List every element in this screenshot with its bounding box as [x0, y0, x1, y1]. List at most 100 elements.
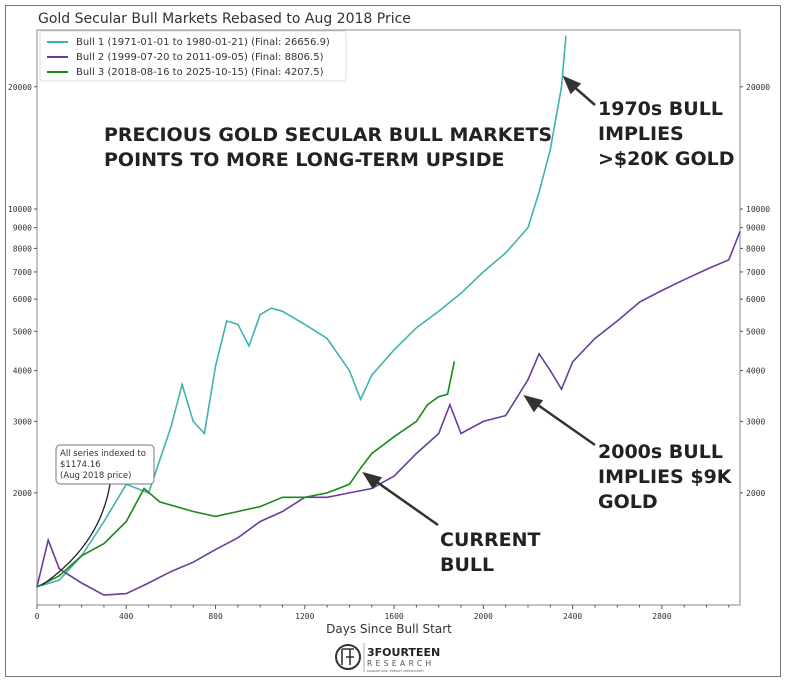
data-point-bull-1: [527, 227, 529, 229]
data-point-bull-2: [438, 432, 440, 435]
data-point-bull-2: [125, 592, 127, 595]
data-point-bull-1: [549, 149, 551, 151]
plot-area: [36, 29, 741, 606]
data-point-bull-1: [415, 327, 417, 329]
legend: Bull 1 (1971-01-01 to 1980-01-21) (Final…: [39, 30, 347, 82]
y-tick-label-right: 5000: [746, 327, 765, 336]
y-tick-label-right: 4000: [746, 367, 765, 376]
data-point-bull-3: [103, 543, 105, 545]
data-point-bull-2: [527, 379, 529, 381]
bull1-note-2: IMPLIES: [598, 123, 684, 145]
data-point-bull-2: [147, 582, 150, 584]
data-point-bull-2: [170, 570, 172, 573]
data-point-bull-1: [304, 323, 306, 325]
data-point-bull-3: [259, 506, 261, 508]
logo-name: 3FOURTEEN: [367, 646, 440, 659]
data-point-bull-3: [371, 452, 373, 455]
logo-sub: RESEARCH: [367, 659, 435, 668]
data-point-bull-2: [728, 259, 730, 261]
data-point-bull-1: [281, 310, 284, 312]
data-point-bull-1: [538, 191, 540, 193]
data-point-bull-2: [192, 561, 194, 563]
data-point-bull-2: [616, 320, 618, 322]
chart-frame: [5, 5, 781, 677]
y-tick-label-left: 7000: [13, 268, 32, 277]
y-tick-label-left: 10000: [8, 205, 32, 214]
data-point-bull-3: [214, 515, 217, 518]
bull1-note-1: 1970s BULL: [598, 98, 723, 120]
y-tick-label-right: 7000: [746, 268, 765, 277]
index-connector: [41, 483, 111, 586]
data-point-bull-2: [259, 520, 261, 523]
data-point-bull-1: [237, 323, 239, 325]
arrowhead-bull-1: [562, 75, 582, 95]
bull3-note-1: CURRENT: [440, 529, 541, 551]
data-point-bull-1: [203, 432, 205, 435]
data-point-bull-3: [237, 510, 239, 513]
logo: 3FOURTEEN RESEARCH MANAGE RISK. EXPLOIT …: [335, 643, 440, 673]
data-point-bull-1: [103, 520, 105, 523]
data-point-bull-1: [348, 370, 351, 372]
arrowhead-bull-2: [523, 394, 544, 413]
headline-line-2: POINTS TO MORE LONG-TERM UPSIDE: [104, 149, 504, 171]
bull1-note-3: >$20K GOLD: [598, 148, 735, 170]
y-tick-label-left: 5000: [13, 327, 32, 336]
x-tick-label: 400: [119, 612, 134, 621]
data-point-bull-2: [371, 487, 373, 490]
headline-line-1: PRECIOUS GOLD SECULAR BULL MARKETS: [104, 124, 552, 146]
data-point-bull-3: [36, 586, 38, 588]
data-point-bull-3: [159, 501, 161, 503]
index-box-line-3: (Aug 2018 price): [60, 471, 131, 481]
data-point-bull-1: [259, 313, 261, 316]
data-point-bull-1: [214, 365, 217, 367]
x-tick-label: 1200: [295, 612, 314, 621]
data-point-bull-3: [360, 467, 362, 469]
y-tick-label-left: 2000: [13, 489, 32, 498]
data-point-bull-3: [447, 393, 449, 395]
y-tick-label-left: 20000: [8, 83, 32, 92]
arrow-bull-2: [534, 401, 596, 447]
data-point-bull-2: [281, 510, 284, 513]
data-point-bull-1: [226, 320, 228, 322]
data-point-bull-2: [683, 279, 685, 281]
data-point-bull-3: [326, 492, 328, 494]
data-point-bull-1: [270, 307, 272, 309]
data-point-bull-3: [348, 483, 351, 485]
data-point-bull-2: [449, 403, 451, 406]
data-point-bull-3: [81, 555, 83, 557]
bull2-note-3: GOLD: [598, 491, 658, 513]
x-tick-label: 800: [208, 612, 223, 621]
data-point-bull-2: [237, 537, 239, 539]
y-tick-label-left: 6000: [13, 295, 32, 304]
data-point-bull-1: [560, 86, 563, 88]
y-tick-label-right: 20000: [746, 83, 770, 92]
data-point-bull-1: [438, 310, 440, 312]
x-tick-label: 2800: [652, 612, 671, 621]
x-tick-label: 2400: [563, 612, 582, 621]
legend-label-bull-1: Bull 1 (1971-01-01 to 1980-01-21) (Final…: [76, 37, 330, 48]
index-box-line-2: $1174.16: [60, 460, 101, 470]
data-point-bull-2: [594, 337, 596, 340]
series-line-bull-1: [36, 36, 567, 588]
data-point-bull-2: [739, 230, 741, 233]
y-tick-label-left: 9000: [13, 224, 32, 233]
data-point-bull-2: [482, 420, 484, 422]
data-point-bull-3: [58, 575, 60, 577]
data-point-bull-3: [143, 487, 145, 490]
x-tick-label: 1600: [384, 612, 403, 621]
data-point-bull-1: [393, 349, 395, 351]
data-point-bull-2: [638, 301, 641, 303]
data-point-bull-3: [125, 520, 127, 523]
y-tick-label-left: 8000: [13, 244, 32, 253]
data-point-bull-3: [438, 396, 440, 398]
logo-tagline: MANAGE RISK. EXPLOIT OPPORTUNITY: [367, 669, 424, 673]
y-tick-label-left: 4000: [13, 367, 32, 376]
data-point-bull-2: [560, 388, 563, 390]
data-point-bull-1: [181, 383, 183, 385]
data-point-bull-2: [214, 548, 217, 551]
arrow-bull-3: [373, 478, 439, 527]
data-point-bull-1: [482, 271, 484, 273]
data-point-bull-3: [393, 436, 395, 438]
arrowhead-bull-3: [362, 471, 383, 490]
